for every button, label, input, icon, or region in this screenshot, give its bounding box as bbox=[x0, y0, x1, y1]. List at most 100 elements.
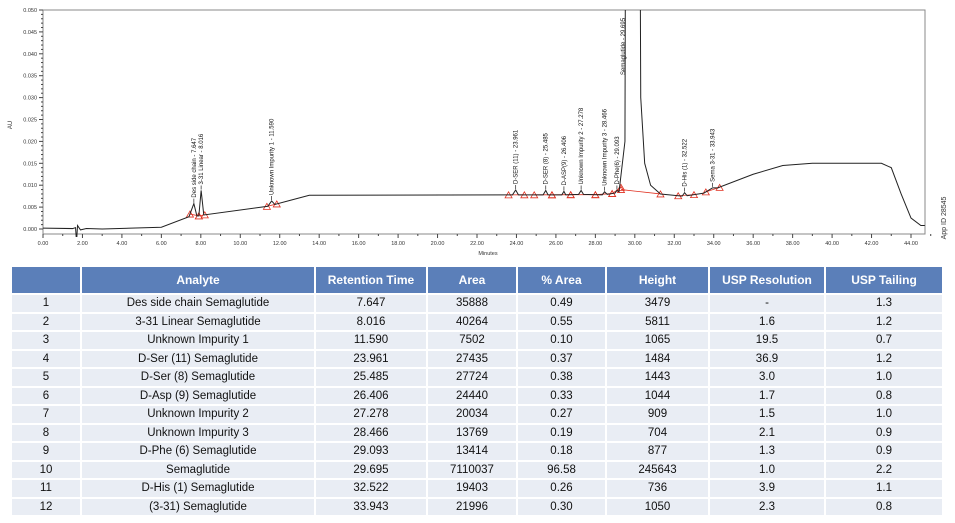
table-cell: 0.26 bbox=[518, 480, 605, 497]
table-cell: 0.9 bbox=[826, 443, 942, 460]
table-cell: 23.961 bbox=[316, 350, 426, 367]
table-cell: 20034 bbox=[428, 406, 516, 423]
table-cell: 877 bbox=[607, 443, 708, 460]
peak-label: 3-31 Linear - 8.016 bbox=[199, 133, 205, 184]
column-header bbox=[12, 267, 80, 293]
table-cell: 40264 bbox=[428, 313, 516, 330]
peak-label: D-ASP(9) - 26.406 bbox=[562, 135, 568, 185]
table-cell: 24440 bbox=[428, 387, 516, 404]
table-cell: 0.10 bbox=[518, 332, 605, 349]
table-cell: 13769 bbox=[428, 424, 516, 441]
table-cell: 96.58 bbox=[518, 461, 605, 478]
table-row: 5 D-Ser (8) Semaglutide 25.485 27724 0.38 144… bbox=[12, 369, 942, 386]
table-cell: 27.278 bbox=[316, 406, 426, 423]
x-tick-label: 30.00 bbox=[628, 241, 642, 247]
table-cell: 7.647 bbox=[316, 295, 426, 312]
x-tick-label: 28.00 bbox=[588, 241, 602, 247]
table-cell: 1.0 bbox=[826, 369, 942, 386]
table-cell: 8.016 bbox=[316, 313, 426, 330]
x-tick-label: 40.00 bbox=[825, 241, 839, 247]
table-cell: 10 bbox=[12, 461, 80, 478]
y-axis-label: AU bbox=[8, 121, 14, 129]
table-row: 2 3-31 Linear Semaglutide 8.016 40264 0.55 58… bbox=[12, 313, 942, 330]
table-cell: 2 bbox=[12, 313, 80, 330]
x-tick-label: 36.00 bbox=[746, 241, 760, 247]
plot-frame bbox=[42, 9, 926, 235]
table-cell: 7502 bbox=[428, 332, 516, 349]
table-row: 12 (3-31) Semaglutide 33.943 21996 0.30 1050 2… bbox=[12, 498, 942, 515]
x-tick-label: 20.00 bbox=[431, 241, 445, 247]
table-cell: 11 bbox=[12, 480, 80, 497]
column-header: Analyte bbox=[82, 267, 314, 293]
table-cell: 0.55 bbox=[518, 313, 605, 330]
x-tick-label: 12.00 bbox=[273, 241, 287, 247]
y-tick-label: 0.010 bbox=[23, 183, 37, 189]
table-cell: 1.1 bbox=[826, 480, 942, 497]
table-cell: 0.38 bbox=[518, 369, 605, 386]
table-cell: 2.3 bbox=[710, 498, 824, 515]
table-cell: 0.9 bbox=[826, 424, 942, 441]
table-cell: 0.33 bbox=[518, 387, 605, 404]
table-cell: D-Ser (11) Semaglutide bbox=[82, 350, 314, 367]
table-cell: 5811 bbox=[607, 313, 708, 330]
table-cell: Des side chain Semaglutide bbox=[82, 295, 314, 312]
column-header: Retention Time bbox=[316, 267, 426, 293]
table-cell: 27724 bbox=[428, 369, 516, 386]
x-tick-label: 10.00 bbox=[233, 241, 247, 247]
table-cell: 1.0 bbox=[710, 461, 824, 478]
table-row: 8 Unknown Impurity 3 28.466 13769 0.19 704 2.1… bbox=[12, 424, 942, 441]
x-tick-label: 32.00 bbox=[667, 241, 681, 247]
peak-label: Unknown Impurity 2 - 27.278 bbox=[579, 107, 585, 184]
table-cell: 36.9 bbox=[710, 350, 824, 367]
table-cell: 25.485 bbox=[316, 369, 426, 386]
table-cell: 2.2 bbox=[826, 461, 942, 478]
x-tick-label: 26.00 bbox=[549, 241, 563, 247]
table-cell: 28.466 bbox=[316, 424, 426, 441]
table-cell: 3.0 bbox=[710, 369, 824, 386]
table-row: 9 D-Phe (6) Semaglutide 29.093 13414 0.18 877… bbox=[12, 443, 942, 460]
peak-label: Des side chain - 7.647 bbox=[192, 137, 198, 197]
table-cell: 1.0 bbox=[826, 406, 942, 423]
table-cell: 1.2 bbox=[826, 350, 942, 367]
table-header: Analyte Retention Time Area% Area Height USP… bbox=[12, 267, 942, 293]
table-cell: Unknown Impurity 3 bbox=[82, 424, 314, 441]
table-cell: 3-31 Linear Semaglutide bbox=[82, 313, 314, 330]
peak-label: D-SER (8) - 25.485 bbox=[544, 132, 550, 184]
y-tick-label: 0.015 bbox=[23, 161, 37, 167]
peak-label: D-Phe(6) - 29.093 bbox=[615, 136, 621, 185]
y-tick-label: 0.020 bbox=[23, 139, 37, 145]
x-tick-label: 6.00 bbox=[156, 241, 167, 247]
peak-baseline bbox=[620, 189, 661, 195]
table-cell: 0.49 bbox=[518, 295, 605, 312]
table-cell: Unknown Impurity 1 bbox=[82, 332, 314, 349]
table-cell: 21996 bbox=[428, 498, 516, 515]
x-tick-label: 42.00 bbox=[865, 241, 879, 247]
table-cell: 29.695 bbox=[316, 461, 426, 478]
peak-marker-triangle bbox=[701, 188, 711, 196]
table-cell: D-Ser (8) Semaglutide bbox=[82, 369, 314, 386]
peak-label: D-SER (11) - 23.961 bbox=[514, 129, 520, 184]
x-tick-label: 18.00 bbox=[391, 241, 405, 247]
chromatogram: 0.000 0.005 0.010 0.015 0.020 0.025 0.030 0.035… bbox=[8, 8, 948, 257]
y-tick-label: 0.045 bbox=[23, 30, 37, 36]
peak-label: Sema 3-31 - 33.943 bbox=[711, 128, 717, 182]
table-cell: D-His (1) Semaglutide bbox=[82, 480, 314, 497]
table-cell: 32.522 bbox=[316, 480, 426, 497]
table-cell: 8 bbox=[12, 424, 80, 441]
table-cell: 909 bbox=[607, 406, 708, 423]
table-cell: 11.590 bbox=[316, 332, 426, 349]
table-cell: 0.27 bbox=[518, 406, 605, 423]
table-cell: D-Asp (9) Semaglutide bbox=[82, 387, 314, 404]
y-tick-label: 0.040 bbox=[23, 52, 37, 58]
y-tick-label: 0.025 bbox=[23, 118, 37, 124]
table-cell: 12 bbox=[12, 498, 80, 515]
x-tick-label: 2.00 bbox=[77, 241, 88, 247]
y-tick-label: 0.050 bbox=[23, 8, 37, 14]
chromatogram-trace bbox=[43, 10, 925, 237]
table-cell: 0.18 bbox=[518, 443, 605, 460]
peak-label: Unknown Impurity 3 - 28.466 bbox=[603, 108, 609, 185]
table-cell: 1443 bbox=[607, 369, 708, 386]
column-header: Area bbox=[428, 267, 516, 293]
x-tick-label: 24.00 bbox=[510, 241, 524, 247]
table-cell: 1.3 bbox=[826, 295, 942, 312]
